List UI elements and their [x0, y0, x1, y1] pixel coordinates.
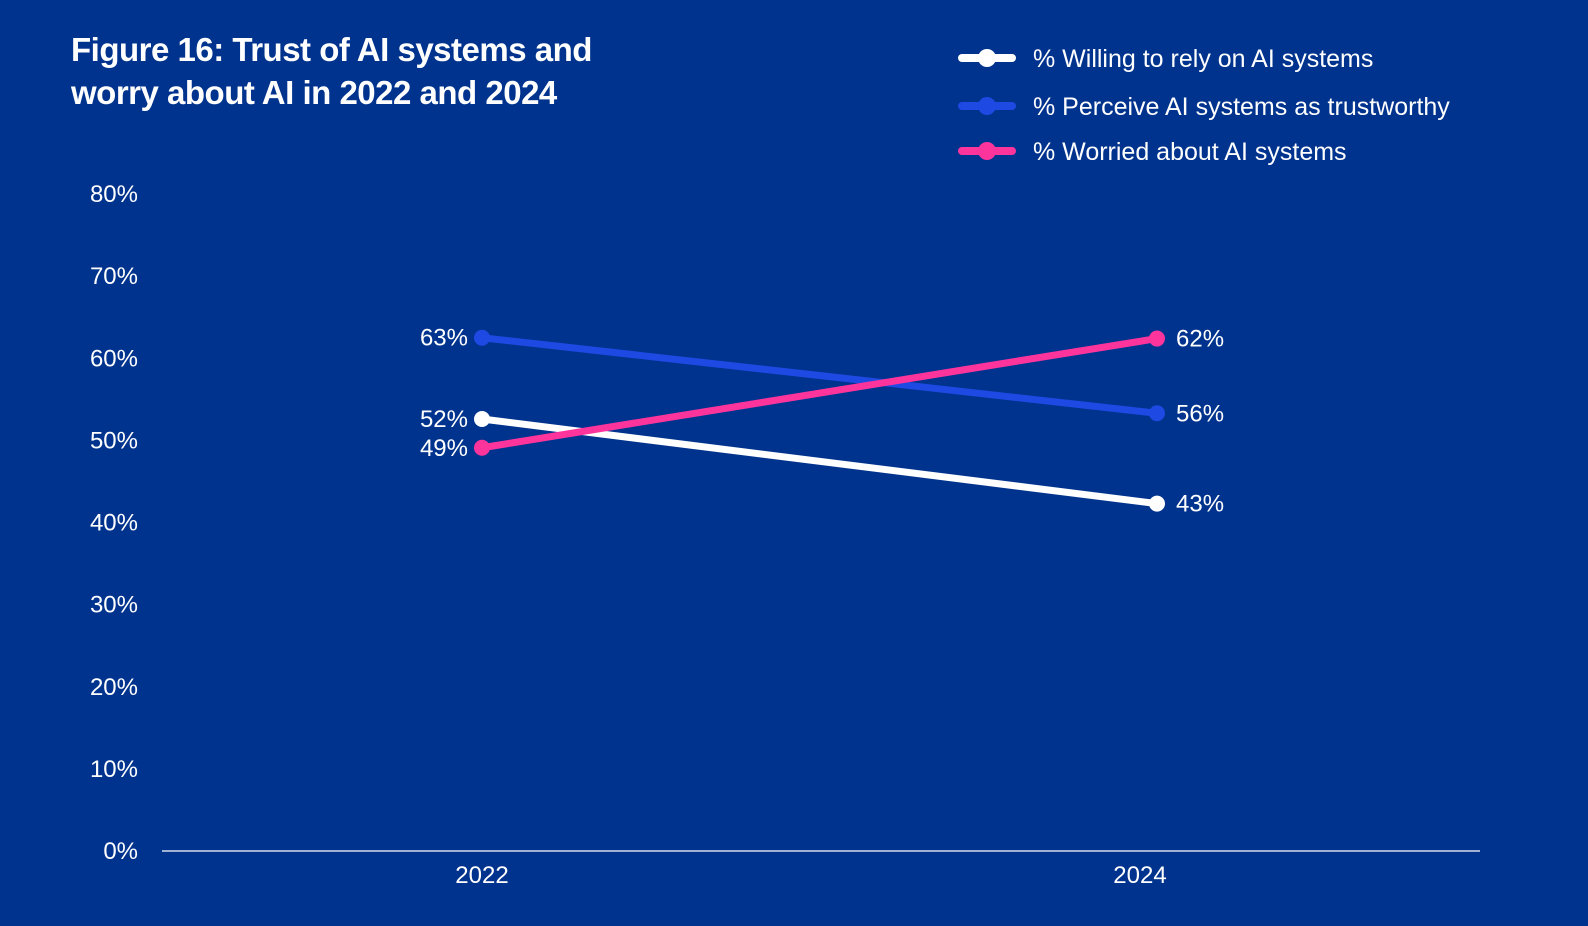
data-point — [1149, 495, 1165, 512]
chart-title: Figure 16: Trust of AI systems and worry… — [71, 28, 691, 114]
y-tick-label: 60% — [90, 345, 138, 372]
series-layer: 52% 43% 63% 56% 49% 62% — [420, 325, 1224, 518]
y-tick-label: 0% — [103, 838, 138, 865]
y-tick-label: 70% — [90, 263, 138, 290]
chart-title-line-1: Figure 16: Trust of AI systems and — [71, 31, 592, 68]
legend-swatch-dot — [978, 142, 996, 160]
x-tick-label: 2022 — [455, 862, 508, 889]
data-label: 56% — [1176, 400, 1224, 427]
legend-label: % Perceive AI systems as trustworthy — [1033, 93, 1450, 121]
data-label: 43% — [1176, 491, 1224, 518]
series-willing-to-rely-on-ai-systems: 52% 43% — [420, 406, 1224, 518]
y-tick-label: 80% — [90, 181, 138, 208]
x-tick-label: 2024 — [1113, 862, 1166, 889]
y-tick-label: 10% — [90, 756, 138, 783]
chart-legend: % Willing to rely on AI systems % Perceiv… — [958, 45, 1450, 166]
legend-label: % Worried about AI systems — [1033, 138, 1347, 166]
legend-swatch-dot — [978, 97, 996, 115]
chart-title-line-2: worry about AI in 2022 and 2024 — [71, 74, 557, 111]
legend-label: % Willing to rely on AI systems — [1033, 45, 1373, 73]
legend-item-worried-about-ai-systems: % Worried about AI systems — [958, 138, 1347, 166]
y-tick-label: 40% — [90, 510, 138, 537]
data-point — [1149, 405, 1165, 422]
data-label: 63% — [420, 325, 468, 352]
legend-item-perceive-ai-systems-as-trustworthy: % Perceive AI systems as trustworthy — [958, 93, 1450, 121]
y-tick-label: 20% — [90, 674, 138, 701]
series-line — [478, 334, 1161, 417]
series-line — [478, 415, 1161, 508]
series-perceive-ai-systems-as-trustworthy: 63% 56% — [420, 325, 1224, 428]
data-label: 49% — [420, 435, 468, 462]
data-point — [1149, 330, 1165, 347]
series-line — [478, 335, 1161, 452]
y-axis: 0% 10% 20% 30% 40% 50% 60% 70% 80% — [90, 181, 138, 865]
y-tick-label: 50% — [90, 427, 138, 454]
series-worried-about-ai-systems: 49% 62% — [420, 326, 1224, 462]
legend-item-willing-to-rely-on-ai-systems: % Willing to rely on AI systems — [958, 45, 1373, 73]
data-label: 52% — [420, 406, 468, 433]
legend-swatch-dot — [978, 49, 996, 67]
data-point — [474, 329, 490, 346]
data-point — [474, 411, 490, 428]
y-tick-label: 30% — [90, 592, 138, 619]
data-point — [474, 439, 490, 456]
x-axis: 2022 2024 — [162, 850, 1480, 889]
data-label: 62% — [1176, 326, 1224, 353]
